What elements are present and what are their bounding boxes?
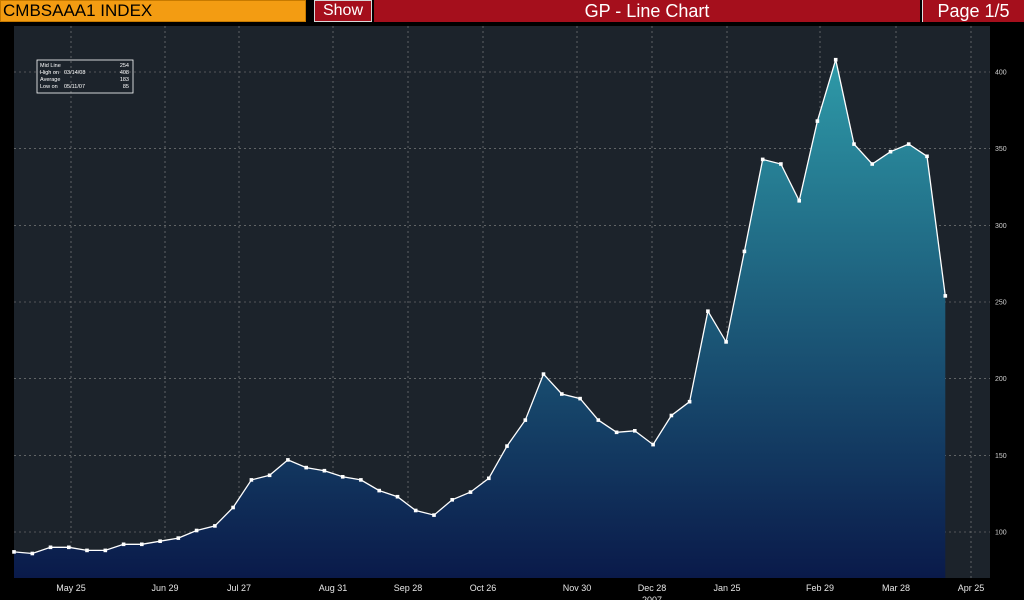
data-point [12, 550, 16, 554]
data-point [30, 551, 35, 556]
data-point [669, 413, 674, 418]
data-point [395, 494, 400, 499]
data-point [121, 542, 126, 547]
data-point [925, 154, 929, 159]
data-point [67, 545, 71, 550]
x-tick-label: Oct 26 [470, 583, 497, 593]
show-button[interactable]: Show [314, 0, 372, 22]
y-tick-label: 300 [995, 223, 1007, 230]
data-point [158, 539, 162, 543]
data-point [377, 488, 381, 493]
data-point [140, 542, 144, 547]
x-tick-label: Jul 27 [227, 583, 251, 593]
data-point [852, 142, 856, 146]
area-fill [14, 59, 946, 578]
data-point [943, 294, 948, 298]
data-point [541, 372, 546, 376]
data-point [633, 429, 637, 433]
y-tick-label: 150 [995, 453, 1007, 460]
x-tick-label: May 25 [56, 583, 86, 593]
legend-label: Mid Line [40, 63, 61, 69]
legend-row: Low on 05/11/07 85 [40, 84, 129, 90]
data-point [359, 478, 363, 482]
legend-value: 183 [120, 77, 129, 83]
data-point [213, 524, 217, 528]
y-tick-label: 100 [995, 530, 1007, 537]
header-bar: CMBSAAA1 INDEX Show GP - Line Chart Page… [0, 0, 1024, 24]
data-point [560, 392, 564, 396]
data-point [450, 498, 454, 502]
data-point [340, 475, 345, 479]
x-tick-label: Jun 29 [151, 583, 178, 593]
legend-row: Mid Line 254 [40, 63, 129, 69]
data-point [687, 399, 692, 404]
x-tick-label: Nov 30 [563, 583, 592, 593]
data-point [322, 468, 327, 473]
x-axis-ticks: May 25 Jun 29 Jul 27 Aug 31 Sep 28 Oct 26 Nov … [56, 583, 984, 593]
page-indicator[interactable]: Page 1/5 [922, 0, 1024, 22]
legend-date: 05/11/07 [64, 84, 85, 90]
data-point [523, 418, 528, 422]
data-point [614, 430, 619, 435]
data-point [413, 508, 418, 513]
y-axis-ticks: 100 150 200 250 300 350 400 [995, 70, 1007, 537]
line-chart: 100 150 200 250 300 350 400 May 25 Jun 29 Jul 27… [12, 26, 1007, 600]
x-tick-label: Apr 25 [958, 583, 985, 593]
data-point [267, 473, 272, 478]
legend-box: Mid Line 254 High on 03/14/08 408 Averag… [36, 59, 134, 94]
data-point [176, 536, 181, 540]
data-point [797, 199, 801, 203]
data-point [706, 309, 710, 313]
x-tick-label: Dec 28 [638, 583, 667, 593]
series-line [13, 59, 946, 555]
data-point [724, 340, 728, 344]
data-point [870, 162, 874, 166]
ticker-input[interactable]: CMBSAAA1 INDEX [0, 0, 306, 22]
data-point [742, 249, 747, 254]
x-tick-label: Feb 29 [806, 583, 834, 593]
legend-label: Low on [40, 84, 58, 90]
legend-value: 85 [123, 84, 129, 90]
legend-label: High on [40, 70, 59, 76]
data-point [760, 157, 765, 162]
data-point [505, 444, 509, 448]
legend-label: Average [40, 77, 60, 83]
data-point [651, 442, 655, 447]
data-point [578, 396, 582, 401]
y-tick-label: 400 [995, 70, 1007, 77]
legend-row: Average 183 [40, 77, 129, 83]
legend-date: 03/14/08 [64, 70, 85, 76]
data-point [779, 162, 783, 166]
data-point [231, 505, 235, 510]
data-point [468, 490, 473, 494]
data-point [596, 418, 601, 422]
data-point [48, 545, 53, 550]
legend-value: 408 [120, 70, 129, 76]
data-point [815, 119, 820, 123]
data-point [906, 142, 911, 146]
data-point [833, 57, 838, 62]
data-point [103, 548, 108, 553]
x-tick-label: Jan 25 [713, 583, 740, 593]
data-point [432, 513, 436, 517]
data-point [194, 528, 199, 533]
y-tick-label: 200 [995, 376, 1007, 383]
y-tick-label: 350 [995, 146, 1007, 153]
data-point [249, 478, 254, 482]
x-tick-label: Mar 28 [882, 583, 910, 593]
legend-row: High on 03/14/08 408 [40, 70, 129, 76]
data-point [286, 458, 290, 462]
y-tick-label: 250 [995, 300, 1007, 307]
data-point [304, 465, 308, 470]
chart-title: GP - Line Chart [374, 0, 920, 22]
data-points [12, 57, 948, 556]
data-point [85, 548, 89, 553]
x-tick-label: Sep 28 [394, 583, 423, 593]
data-point [888, 149, 893, 154]
legend-value: 254 [120, 63, 129, 69]
year-label: 2007 [642, 595, 662, 600]
x-tick-label: Aug 31 [319, 583, 348, 593]
data-point [487, 476, 491, 481]
